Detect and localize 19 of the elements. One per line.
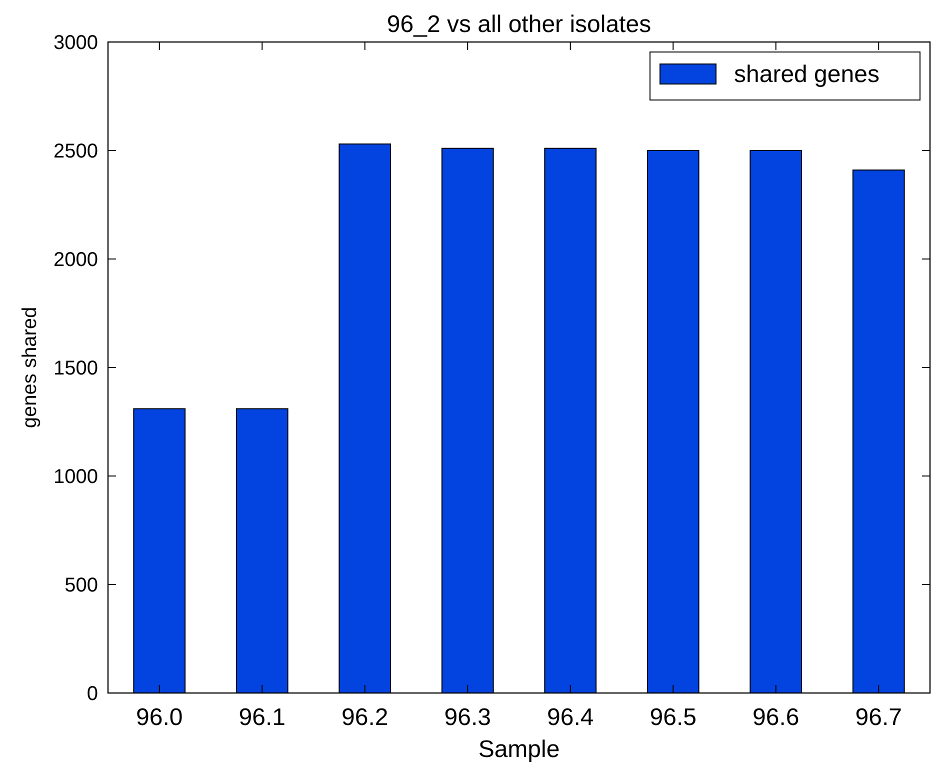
x-tick-label: 96.6 [752, 704, 800, 731]
x-tick-label: 96.7 [855, 704, 902, 731]
y-tick-label: 2000 [54, 249, 98, 271]
y-tick-label: 0 [86, 683, 98, 705]
x-axis-title: Sample [478, 736, 560, 763]
x-tick-label: 96.3 [444, 704, 491, 731]
y-tick-label: 500 [64, 574, 98, 596]
y-tick-label: 2500 [54, 140, 98, 162]
x-tick-label: 96.4 [547, 704, 594, 731]
x-tick-label: 96.0 [136, 704, 183, 731]
x-tick-label: 96.2 [342, 704, 388, 731]
x-tick-label: 96.5 [650, 704, 696, 731]
y-tick-label: 3000 [54, 32, 98, 54]
chart-title: 96_2 vs all other isolates [386, 11, 652, 38]
x-tick-label: 96.1 [238, 704, 286, 731]
y-axis-title: genes shared [19, 306, 41, 428]
legend-label: shared genes [734, 61, 880, 88]
y-tick-label: 1500 [54, 358, 98, 380]
y-tick-label: 1000 [54, 466, 98, 488]
